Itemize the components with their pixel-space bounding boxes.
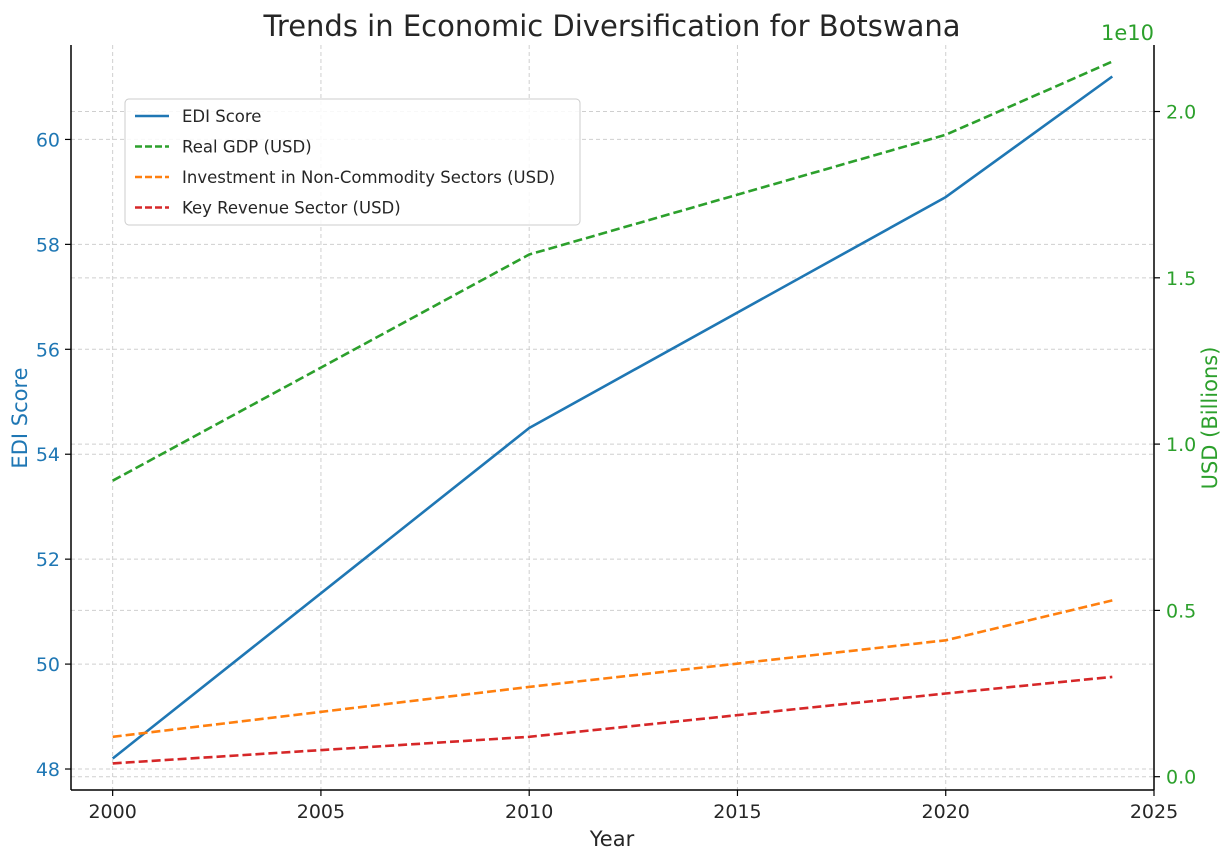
y-left-tick-label: 54 [36,444,60,466]
y-left-tick-label: 60 [36,129,60,151]
series-line-investment-in-non-commodity-sectors-usd [112,599,1113,739]
x-tick-label: 2015 [713,801,761,823]
y-left-tick-label: 56 [36,339,60,361]
y-left-tick-label: 58 [36,234,60,256]
legend-box [124,98,581,226]
y-left-tick-label: 50 [36,654,60,676]
y-left-tick-label: 48 [36,759,60,781]
series-line-real-gdp-usd [112,60,1113,482]
series-line-key-revenue-sector-usd [112,675,1113,765]
right-axis-label: USD (Billions) [1198,347,1222,490]
x-tick-label: 2000 [88,801,136,823]
x-tick-label: 2025 [1130,801,1178,823]
left-axis-label: EDI Score [8,367,32,468]
y-right-tick-label: 1.5 [1166,268,1196,290]
x-tick-label: 2020 [922,801,970,823]
legend-label: Key Revenue Sector (USD) [182,199,401,218]
axes [70,45,1155,791]
right-axis-offset-label: 1e10 [1101,21,1154,45]
y-right-tick-label: 0.5 [1166,600,1196,622]
grid-lines [71,45,1155,790]
y-right-tick-label: 2.0 [1166,102,1196,124]
x-tick-label: 2005 [297,801,345,823]
legend: EDI Score Real GDP (USD) Investment in Non… [124,98,581,226]
legend-label: Investment in Non-Commodity Sectors (USD… [182,168,555,187]
x-axis-label: Year [589,827,635,851]
legend-label: EDI Score [182,107,261,126]
y-right-tick-label: 0.0 [1166,767,1196,789]
chart-title: Trends in Economic Diversification for B… [262,9,960,43]
series-line-edi-score [111,75,1114,760]
y-left-tick-label: 52 [36,549,60,571]
ticks: 2000 2005 2010 2015 2020 2025 48 50 52 54 56 58 60 0.… [36,102,1196,823]
series-lines [111,60,1114,765]
legend-label: Real GDP (USD) [182,138,312,157]
y-right-tick-label: 1.0 [1166,434,1196,456]
x-tick-label: 2010 [505,801,553,823]
